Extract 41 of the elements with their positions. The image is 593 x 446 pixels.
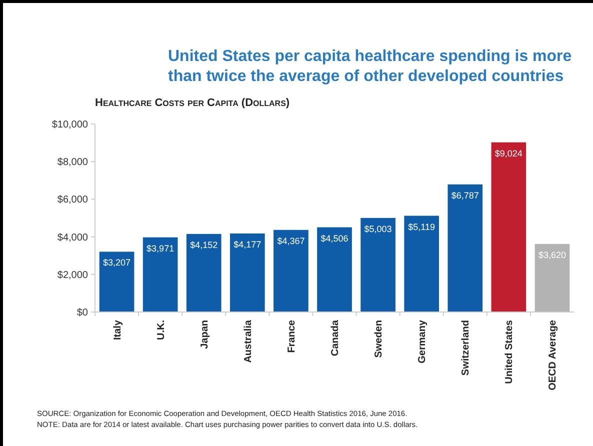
data-label: $4,506: [320, 233, 348, 244]
data-label: $4,367: [277, 236, 305, 246]
y-tick-label: $6,000: [57, 194, 88, 206]
x-tick-label: Canada: [330, 320, 341, 356]
data-label: $9,024: [494, 148, 522, 158]
x-tick-label: Sweden: [374, 320, 385, 358]
bar: [360, 218, 396, 312]
chart-title: United States per capita healthcare spending is more than twice the average of other developed countries: [168, 48, 572, 85]
data-label: $3,971: [146, 243, 174, 254]
data-label: $4,177: [234, 239, 262, 250]
x-tick-label: France: [286, 320, 298, 353]
data-label: $3,620: [538, 250, 566, 260]
bar: [404, 216, 440, 312]
data-label: $5,119: [408, 222, 436, 232]
bar: [142, 237, 178, 312]
x-tick-label: United States: [504, 320, 516, 384]
x-tick-label: OECD Average: [548, 320, 559, 390]
bar: [186, 234, 222, 312]
y-tick-label: $4,000: [57, 232, 88, 244]
bar: [274, 230, 308, 312]
x-tick-label: Australia: [242, 320, 254, 363]
y-tick-label: $8,000: [57, 157, 88, 168]
y-tick-label: $2,000: [57, 270, 88, 281]
x-tick-label: U.K.: [156, 320, 167, 340]
bar: [99, 252, 134, 312]
x-tick-label: Switzerland: [460, 320, 472, 376]
x-tick-label: Germany: [417, 320, 428, 364]
bar: [534, 244, 570, 312]
bar: [317, 227, 352, 312]
data-label: $6,787: [451, 190, 479, 200]
bar: [448, 184, 483, 312]
y-tick-label: $10,000: [52, 120, 88, 130]
bar: [491, 142, 526, 312]
data-label: $3,207: [103, 258, 131, 268]
y-tick-label: $0: [76, 308, 88, 318]
bar: [230, 233, 265, 312]
chart-subtitle: Healthcare Costs per Capita (Dollars): [95, 97, 290, 109]
x-tick-label: Italy: [112, 320, 124, 340]
data-label: $5,003: [364, 224, 392, 234]
x-tick-label: Japan: [199, 320, 210, 349]
data-label: $4,152: [190, 240, 218, 250]
